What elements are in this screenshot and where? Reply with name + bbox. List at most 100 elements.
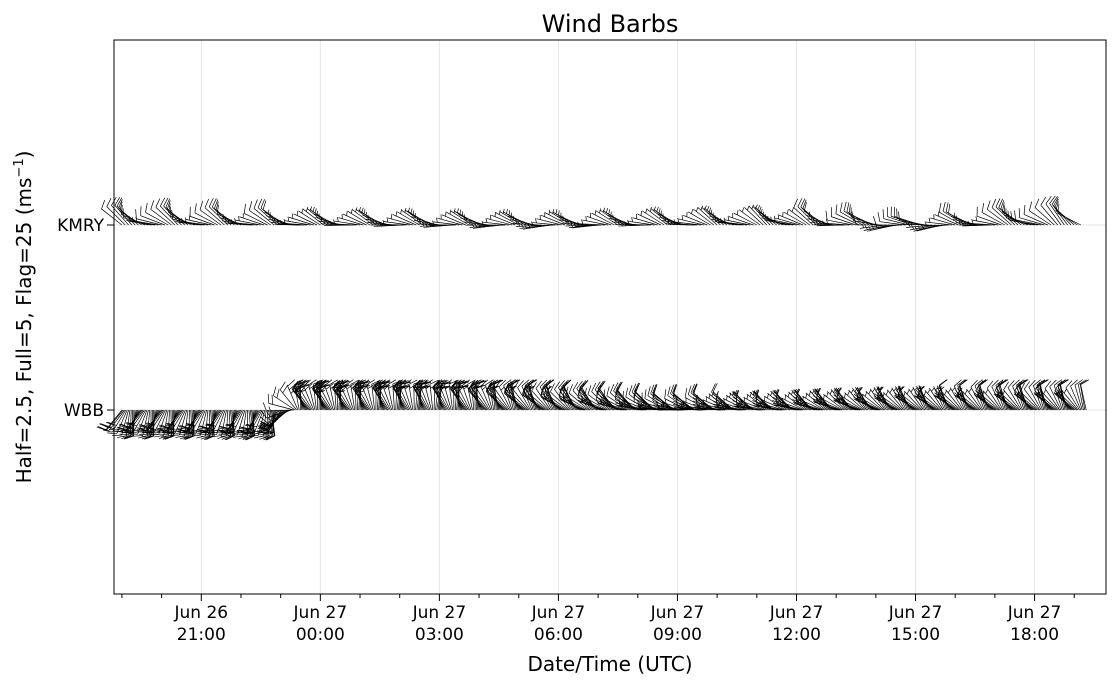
x-tick-label-time: 12:00 bbox=[772, 625, 821, 645]
wind-barb bbox=[774, 214, 800, 226]
wind-barb bbox=[823, 218, 850, 226]
wind-barb bbox=[844, 390, 865, 411]
wind-barb bbox=[377, 221, 404, 227]
wind-barb bbox=[273, 386, 296, 411]
wind-barb bbox=[178, 409, 203, 432]
wind-barb bbox=[770, 215, 797, 226]
wind-barb bbox=[469, 382, 488, 411]
wind-barb bbox=[1070, 379, 1082, 411]
wind-barb bbox=[281, 218, 308, 226]
wind-barb bbox=[491, 211, 516, 226]
y-axis-label-unit-exponent: −1 bbox=[12, 158, 27, 177]
x-tick-label-time: 03:00 bbox=[415, 625, 464, 645]
wind-barb bbox=[595, 208, 619, 226]
wind-barb bbox=[856, 395, 880, 411]
wind-barb bbox=[767, 216, 794, 226]
wind-barb bbox=[243, 203, 268, 226]
wind-barb bbox=[718, 401, 744, 411]
wind-barb bbox=[740, 397, 765, 411]
wind-barb bbox=[248, 201, 271, 226]
wind-barb bbox=[413, 380, 428, 411]
wind-barb bbox=[202, 409, 225, 434]
wind-barb bbox=[1010, 211, 1038, 226]
wind-barb bbox=[697, 402, 724, 411]
wind-barb bbox=[159, 197, 179, 226]
wind-barb bbox=[1077, 379, 1087, 411]
x-tick-label-date: Jun 27 bbox=[412, 603, 467, 623]
wind-barb bbox=[625, 219, 652, 226]
wind-barb bbox=[875, 395, 899, 411]
wind-barb bbox=[536, 214, 562, 226]
wind-barb bbox=[327, 220, 354, 226]
wind-barb bbox=[145, 202, 169, 226]
wind-barb bbox=[182, 217, 208, 226]
wind-barb bbox=[986, 200, 1009, 226]
wind-barb bbox=[986, 380, 1002, 411]
wind-barb bbox=[621, 221, 648, 227]
wind-barb bbox=[961, 389, 981, 411]
x-tick-label-date: Jun 27 bbox=[293, 603, 348, 623]
wind-barb bbox=[991, 198, 1012, 226]
wind-barb bbox=[575, 221, 602, 227]
wind-barb bbox=[900, 391, 922, 411]
wind-barb bbox=[784, 392, 806, 411]
wind-barb bbox=[1049, 379, 1062, 411]
wind-barb bbox=[387, 214, 414, 226]
wind-barb bbox=[756, 206, 777, 226]
wind-barb bbox=[479, 220, 506, 226]
wind-barb bbox=[462, 379, 472, 411]
wind-barb bbox=[487, 383, 508, 411]
wind-barb bbox=[443, 379, 453, 411]
wind-barb bbox=[490, 382, 509, 411]
wind-barb bbox=[887, 388, 904, 411]
wind-barb bbox=[544, 380, 559, 411]
wind-barb bbox=[637, 210, 662, 226]
wind-barb bbox=[506, 384, 527, 411]
wind-barb bbox=[540, 211, 566, 226]
wind-barb bbox=[994, 392, 1017, 411]
wind-barb bbox=[954, 379, 965, 411]
wind-barb bbox=[797, 198, 817, 226]
wind-barb bbox=[204, 198, 225, 226]
grid-lines bbox=[114, 40, 1106, 594]
wind-barb bbox=[189, 206, 215, 226]
wind-barb bbox=[582, 216, 609, 226]
wind-barb bbox=[439, 379, 451, 411]
wind-barb bbox=[1065, 380, 1080, 411]
wind-barb bbox=[908, 387, 924, 411]
wind-barb bbox=[523, 386, 546, 411]
wind-barb bbox=[876, 394, 900, 411]
wind-barb bbox=[347, 208, 371, 226]
wind-barb bbox=[262, 402, 293, 412]
wind-barb bbox=[185, 215, 212, 226]
wind-barb bbox=[450, 381, 467, 411]
wind-barb bbox=[584, 387, 608, 411]
wind-barb bbox=[482, 217, 509, 226]
wind-barb bbox=[693, 206, 715, 226]
wind-barb bbox=[504, 384, 526, 411]
wind-barb bbox=[1040, 389, 1059, 411]
wind-barb bbox=[859, 223, 886, 229]
wind-barb bbox=[244, 409, 264, 435]
wind-barb bbox=[776, 400, 802, 411]
wind-barb bbox=[374, 380, 390, 411]
wind-barb bbox=[475, 380, 490, 411]
wind-barb bbox=[453, 380, 469, 411]
wind-barb bbox=[978, 379, 990, 411]
wind-barb bbox=[277, 219, 304, 226]
wind-barb bbox=[902, 219, 929, 226]
wind-barb bbox=[199, 200, 222, 226]
wind-barb bbox=[671, 219, 698, 226]
wind-barb bbox=[1028, 379, 1042, 411]
wind-barb bbox=[972, 216, 999, 226]
wind-barb bbox=[976, 392, 998, 411]
y-axis-label-close: ) bbox=[12, 151, 36, 159]
wind-barb bbox=[578, 219, 605, 226]
wind-barb bbox=[140, 409, 165, 433]
wind-barb bbox=[135, 209, 162, 226]
wind-barb bbox=[395, 380, 410, 411]
wind-barb bbox=[550, 383, 570, 411]
wind-barb bbox=[123, 409, 147, 434]
wind-barb bbox=[929, 387, 944, 411]
